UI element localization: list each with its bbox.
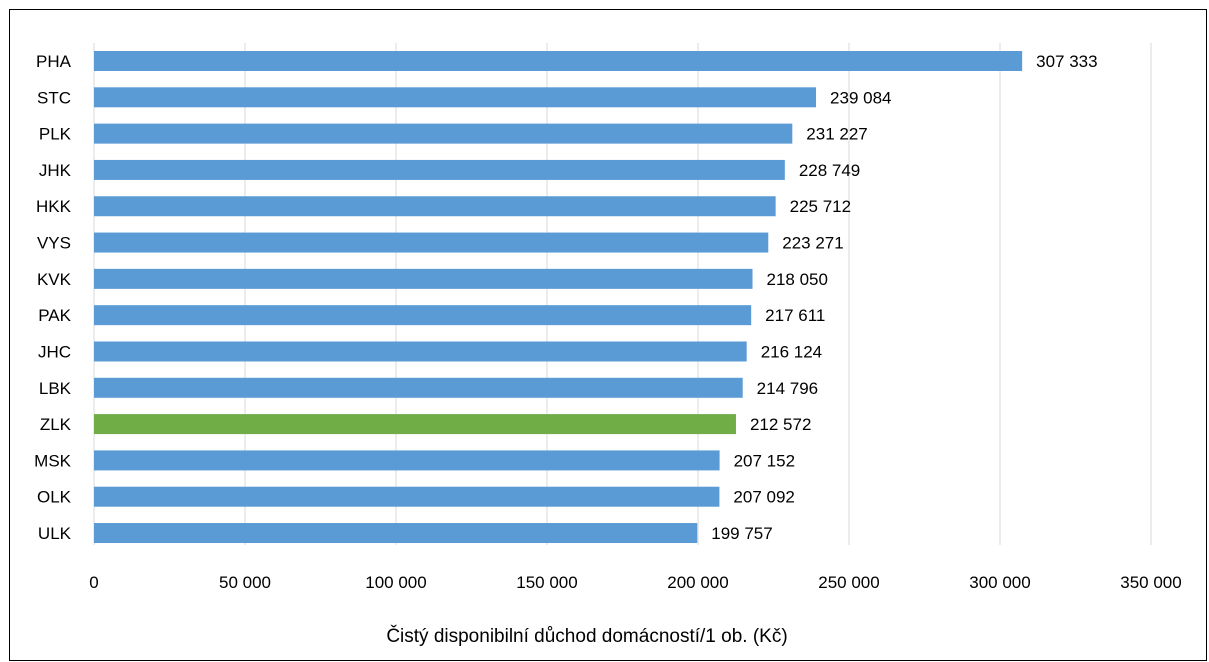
data-label: 223 271 (782, 234, 843, 253)
bar (94, 123, 793, 144)
bar (94, 87, 817, 108)
x-tick-label: 100 000 (365, 573, 426, 592)
x-tick-label: 350 000 (1120, 573, 1181, 592)
bar (94, 486, 720, 507)
bar (94, 51, 1023, 71)
x-tick-label: 50 000 (219, 573, 271, 592)
x-tick-label: 200 000 (667, 573, 728, 592)
data-label: 216 124 (761, 342, 822, 361)
category-label: PLK (39, 125, 72, 144)
x-tick-label: 250 000 (818, 573, 879, 592)
category-label: KVK (37, 270, 72, 289)
bar (94, 450, 720, 471)
bar-chart: PHA STC PLK JHK HKK VYS KVK PAK JHC LBK ZLK MSK OLK U… (34, 43, 1182, 647)
category-label: PHA (36, 52, 72, 71)
category-label: JHK (39, 161, 72, 180)
data-label: 214 796 (757, 379, 818, 398)
data-label: 199 757 (711, 524, 772, 543)
bar (94, 414, 736, 435)
data-label: 225 712 (790, 197, 851, 216)
bars (94, 51, 1023, 544)
bar (94, 305, 752, 326)
bar (94, 232, 769, 253)
data-label: 207 152 (734, 451, 795, 470)
data-label: 228 749 (799, 161, 860, 180)
x-tick-label: 150 000 (516, 573, 577, 592)
data-label: 217 611 (765, 306, 825, 325)
bar (94, 268, 753, 289)
x-tick-label: 0 (89, 573, 98, 592)
category-labels: PHA STC PLK JHK HKK VYS KVK PAK JHC LBK ZLK MSK OLK U… (34, 52, 72, 543)
category-label: LBK (39, 379, 72, 398)
category-label: ZLK (40, 415, 72, 434)
data-label: 231 227 (806, 125, 867, 144)
bar (94, 159, 785, 180)
bar (94, 523, 698, 544)
data-labels: 307 333 239 084 231 227 228 749 225 712 223 2… (711, 52, 1097, 543)
bar (94, 341, 747, 362)
bar (94, 377, 743, 398)
category-label: JHC (38, 342, 71, 361)
x-tick-labels: 0 50 000 100 000 150 000 200 000 250 000 300 0… (89, 573, 1181, 592)
category-label: PAK (38, 306, 71, 325)
category-label: STC (37, 88, 71, 107)
category-label: ULK (38, 524, 72, 543)
data-label: 218 050 (767, 270, 828, 289)
chart-frame: PHA STC PLK JHK HKK VYS KVK PAK JHC LBK ZLK MSK OLK U… (9, 9, 1207, 661)
category-label: OLK (37, 488, 72, 507)
x-axis-title: Čistý disponibilní důchod domácností/1 o… (386, 625, 787, 647)
category-label: VYS (37, 234, 71, 253)
category-label: HKK (36, 197, 72, 216)
data-label: 207 092 (733, 488, 794, 507)
x-tick-label: 300 000 (969, 573, 1030, 592)
data-label: 239 084 (830, 88, 891, 107)
data-label: 307 333 (1036, 52, 1097, 71)
data-label: 212 572 (750, 415, 811, 434)
category-label: MSK (34, 451, 72, 470)
bar (94, 196, 776, 217)
